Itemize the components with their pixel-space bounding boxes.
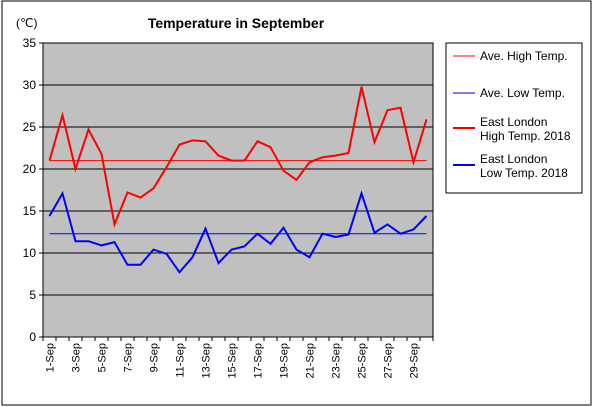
unit-label: (℃) <box>16 16 37 30</box>
y-tick-label: 25 <box>23 120 37 134</box>
x-tick-label: 23-Sep <box>331 343 343 378</box>
x-tick-label: 19-Sep <box>279 343 291 378</box>
x-tick-label: 3-Sep <box>71 343 83 372</box>
legend-label: East London <box>480 152 547 166</box>
x-tick-label: 1-Sep <box>45 343 57 372</box>
x-tick-label: 7-Sep <box>123 343 135 372</box>
legend-label: Ave. High Temp. <box>480 49 568 63</box>
y-tick-label: 15 <box>23 204 37 218</box>
x-tick-label: 9-Sep <box>149 343 161 372</box>
x-tick-label: 15-Sep <box>227 343 239 378</box>
x-tick-label: 27-Sep <box>383 343 395 378</box>
x-tick-label: 21-Sep <box>305 343 317 378</box>
legend-box <box>445 42 583 194</box>
x-tick-label: 25-Sep <box>357 343 369 378</box>
series-line-3 <box>48 86 428 228</box>
legend-label: High Temp. 2018 <box>480 129 571 143</box>
legend-label: East London <box>480 115 547 129</box>
x-tick-label: 5-Sep <box>97 343 109 372</box>
x-tick-label: 29-Sep <box>409 343 421 378</box>
y-axis: 0 5 10 15 20 25 30 35 <box>23 36 43 344</box>
y-tick-label: 20 <box>23 162 37 176</box>
x-tick-label: 13-Sep <box>201 343 213 378</box>
legend: Ave. High Temp. Ave. Low Temp. East London… <box>453 49 571 180</box>
gridlines <box>43 84 433 296</box>
y-tick-label: 30 <box>23 78 37 92</box>
x-axis: 1-Sep 3-Sep 5-Sep 7-Sep 9-Sep 11-Sep 13-Sep 15-… <box>42 337 434 378</box>
x-tick-label: 11-Sep <box>175 343 187 378</box>
y-tick-label: 35 <box>23 36 37 50</box>
chart-title: Temperature in September <box>148 15 325 31</box>
plot-area <box>42 42 434 338</box>
legend-label: Low Temp. 2018 <box>480 166 568 180</box>
legend-label: Ave. Low Temp. <box>480 86 565 100</box>
series-lines <box>48 86 428 274</box>
y-tick-label: 0 <box>29 330 36 344</box>
y-tick-label: 5 <box>29 288 36 302</box>
x-tick-label: 17-Sep <box>253 343 265 378</box>
series-line-4 <box>48 190 428 274</box>
y-tick-label: 10 <box>23 246 37 260</box>
